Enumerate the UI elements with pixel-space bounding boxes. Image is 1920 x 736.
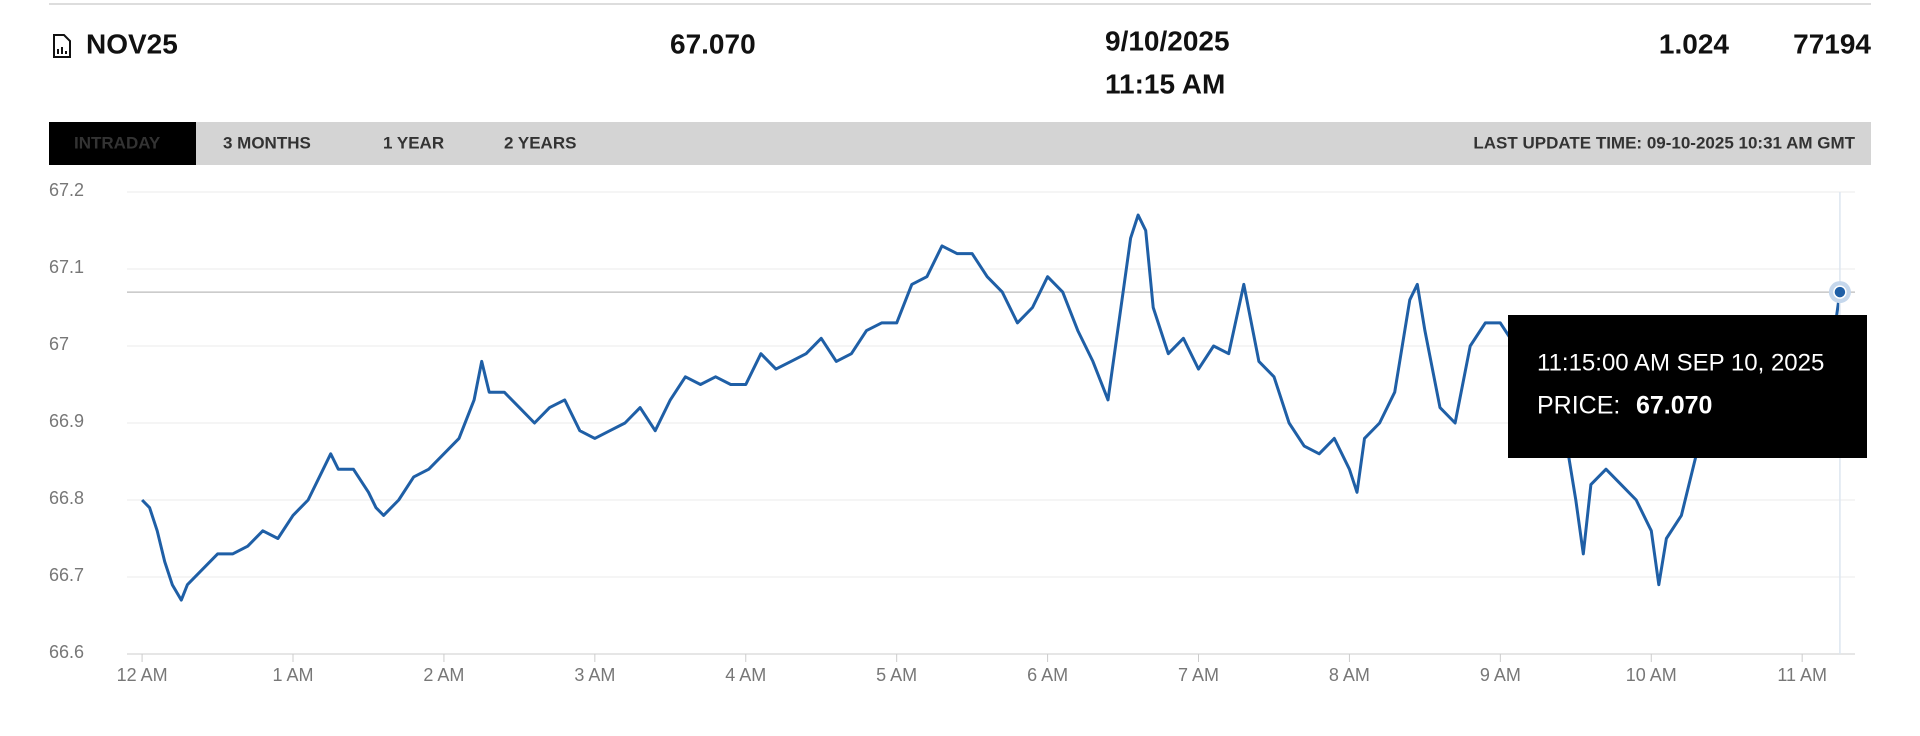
x-tick-label: 12 AM bbox=[117, 665, 168, 685]
x-tick-label: 1 AM bbox=[272, 665, 313, 685]
tooltip-price: 67.070 bbox=[1636, 392, 1712, 420]
time: 11:15 AM bbox=[1105, 68, 1225, 99]
x-tick-label: 8 AM bbox=[1329, 665, 1370, 685]
y-tick-label: 66.9 bbox=[49, 411, 84, 431]
file-icon bbox=[53, 34, 71, 58]
x-tick-label: 7 AM bbox=[1178, 665, 1219, 685]
last-update: LAST UPDATE TIME: 09-10-2025 10:31 AM GM… bbox=[1473, 133, 1855, 152]
x-tick-label: 10 AM bbox=[1626, 665, 1677, 685]
y-tick-label: 66.6 bbox=[49, 642, 84, 662]
x-tick-label: 11 AM bbox=[1777, 665, 1827, 685]
y-tick-label: 67 bbox=[49, 334, 69, 354]
tab[interactable]: 2 YEARS bbox=[504, 133, 576, 152]
tab-bar bbox=[49, 122, 1871, 165]
tooltip-label: PRICE: bbox=[1537, 392, 1620, 420]
x-tick-label: 9 AM bbox=[1480, 665, 1521, 685]
change: 1.024 bbox=[1659, 28, 1729, 59]
tooltip-time: 11:15:00 AM SEP 10, 2025 bbox=[1537, 349, 1824, 376]
tab[interactable]: INTRADAY bbox=[74, 133, 161, 152]
symbol: NOV25 bbox=[86, 28, 178, 59]
x-tick-label: 2 AM bbox=[423, 665, 464, 685]
tab-active bbox=[49, 122, 196, 165]
tab[interactable]: 1 YEAR bbox=[383, 133, 444, 152]
y-tick-label: 67.1 bbox=[49, 257, 84, 277]
last-price: 67.070 bbox=[670, 28, 756, 59]
x-tick-label: 3 AM bbox=[574, 665, 615, 685]
tooltip bbox=[1508, 315, 1867, 458]
current-point bbox=[1833, 285, 1847, 299]
y-tick-label: 67.2 bbox=[49, 180, 84, 200]
date: 9/10/2025 bbox=[1105, 25, 1230, 56]
x-tick-label: 5 AM bbox=[876, 665, 917, 685]
x-tick-label: 6 AM bbox=[1027, 665, 1068, 685]
x-tick-label: 4 AM bbox=[725, 665, 766, 685]
y-tick-label: 66.7 bbox=[49, 565, 84, 585]
volume: 77194 bbox=[1793, 28, 1871, 59]
tab[interactable]: 3 MONTHS bbox=[223, 133, 311, 152]
y-tick-label: 66.8 bbox=[49, 488, 84, 508]
